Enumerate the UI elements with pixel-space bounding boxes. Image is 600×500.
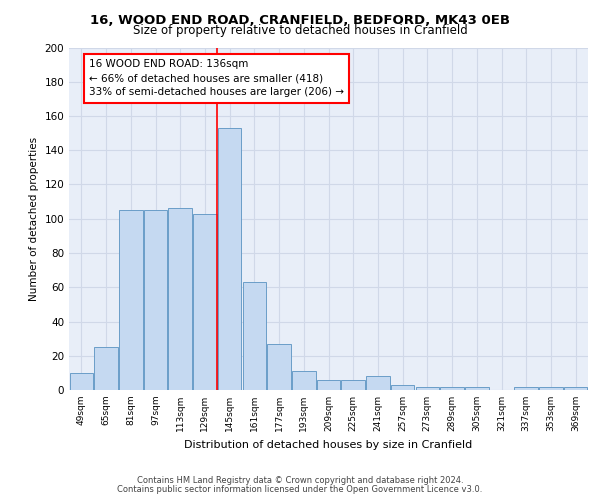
Bar [539, 386, 563, 390]
Bar [514, 386, 538, 390]
Y-axis label: Number of detached properties: Number of detached properties [29, 136, 39, 301]
Text: Contains HM Land Registry data © Crown copyright and database right 2024.: Contains HM Land Registry data © Crown c… [137, 476, 463, 485]
Bar [218, 128, 241, 390]
Bar [70, 373, 93, 390]
Bar [242, 282, 266, 390]
Bar [341, 380, 365, 390]
Bar [465, 386, 488, 390]
Text: 16, WOOD END ROAD, CRANFIELD, BEDFORD, MK43 0EB: 16, WOOD END ROAD, CRANFIELD, BEDFORD, M… [90, 14, 510, 27]
Bar [317, 380, 340, 390]
Bar [440, 386, 464, 390]
Bar [119, 210, 143, 390]
Bar [268, 344, 291, 390]
Bar [366, 376, 389, 390]
Text: Size of property relative to detached houses in Cranfield: Size of property relative to detached ho… [133, 24, 467, 37]
Bar [564, 386, 587, 390]
Bar [94, 347, 118, 390]
Bar [416, 386, 439, 390]
X-axis label: Distribution of detached houses by size in Cranfield: Distribution of detached houses by size … [184, 440, 473, 450]
Bar [292, 371, 316, 390]
Bar [193, 214, 217, 390]
Bar [169, 208, 192, 390]
Bar [144, 210, 167, 390]
Text: Contains public sector information licensed under the Open Government Licence v3: Contains public sector information licen… [118, 485, 482, 494]
Bar [391, 385, 415, 390]
Text: 16 WOOD END ROAD: 136sqm
← 66% of detached houses are smaller (418)
33% of semi-: 16 WOOD END ROAD: 136sqm ← 66% of detach… [89, 60, 344, 98]
